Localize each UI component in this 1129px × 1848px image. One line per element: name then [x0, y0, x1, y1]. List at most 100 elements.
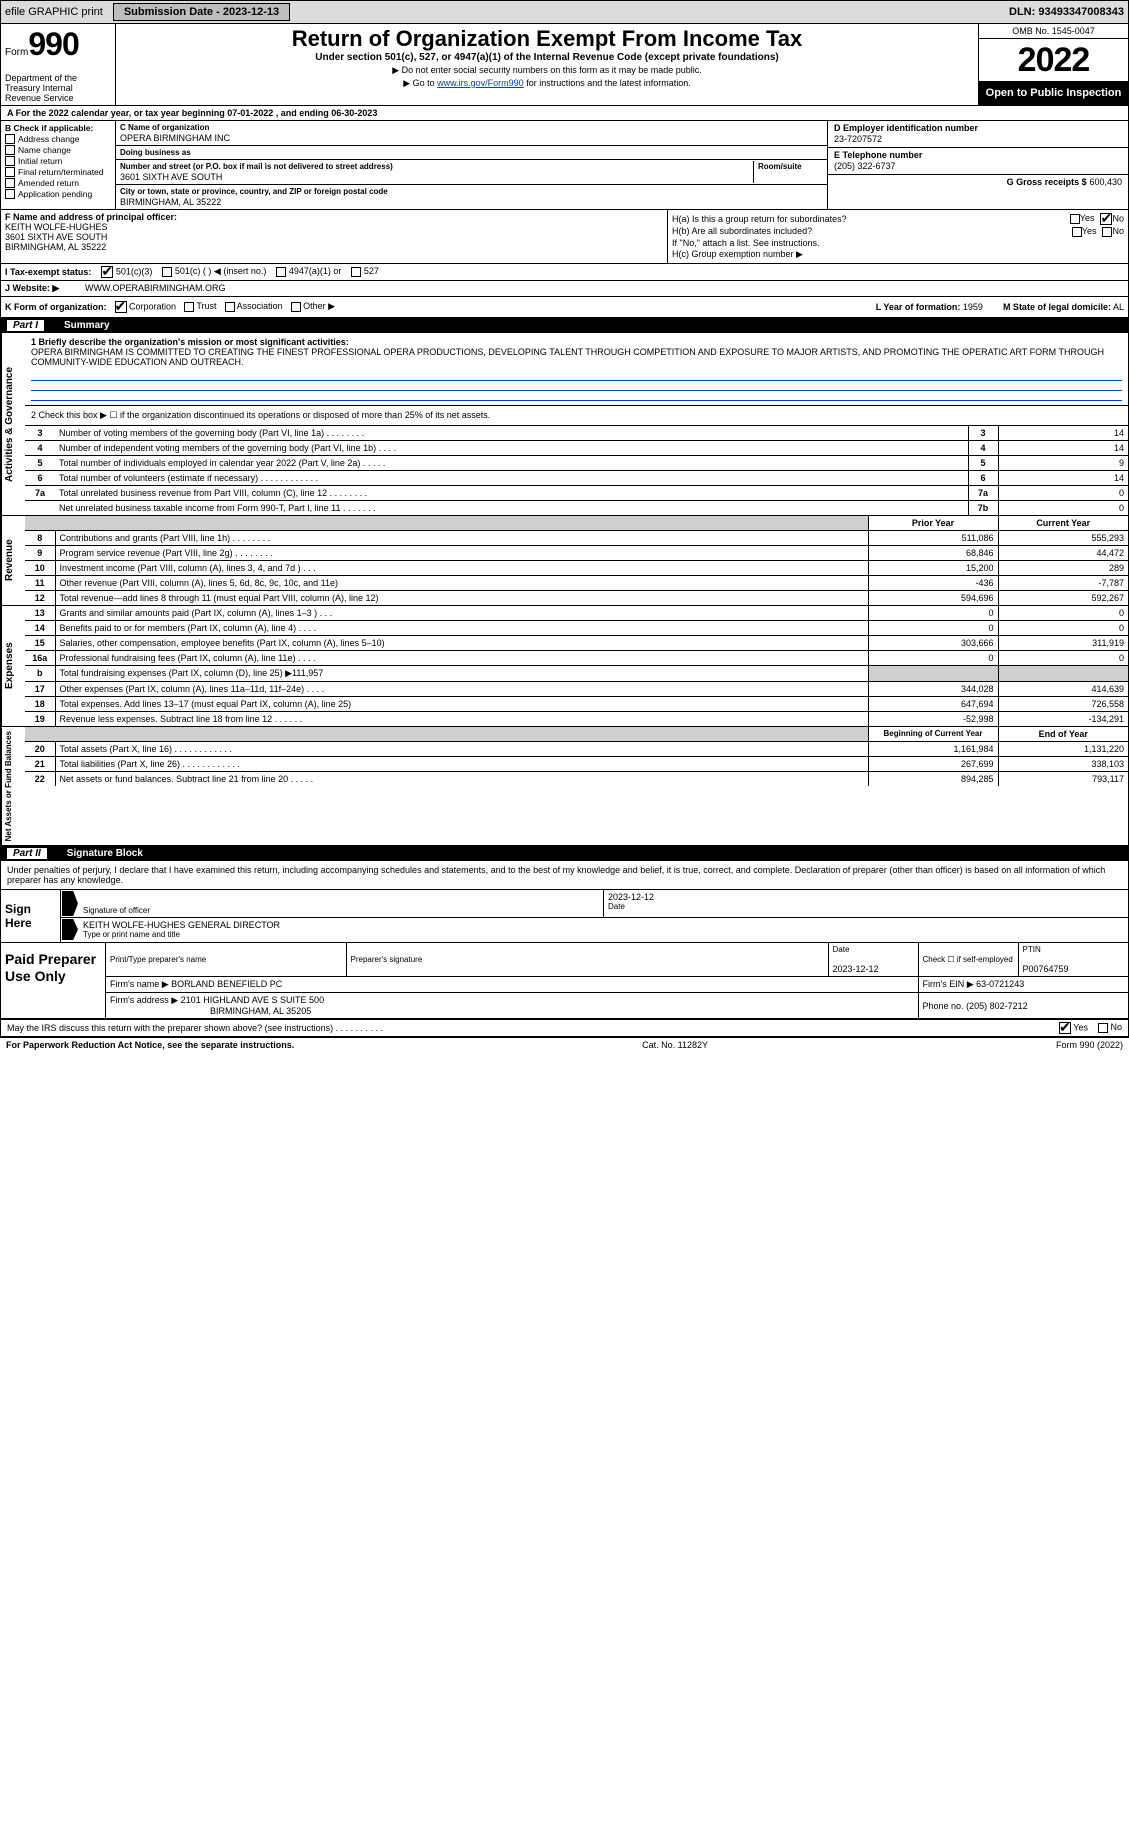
- net-assets-table: Beginning of Current YearEnd of Year 20T…: [25, 727, 1128, 786]
- expenses-table: 13Grants and similar amounts paid (Part …: [25, 606, 1128, 726]
- table-row: 4Number of independent voting members of…: [25, 440, 1128, 455]
- state-domicile: AL: [1113, 302, 1124, 312]
- section-expenses: Expenses 13Grants and similar amounts pa…: [1, 606, 1128, 727]
- table-row: 6Total number of volunteers (estimate if…: [25, 470, 1128, 485]
- chk-address-change[interactable]: Address change: [5, 134, 111, 144]
- ha-yes[interactable]: Yes: [1070, 213, 1095, 225]
- discuss-question: May the IRS discuss this return with the…: [1, 1020, 1128, 1036]
- org-name: OPERA BIRMINGHAM INC: [120, 133, 230, 143]
- table-row: 10Investment income (Part VIII, column (…: [25, 560, 1128, 575]
- chk-corporation[interactable]: Corporation: [115, 301, 177, 313]
- table-row: 11Other revenue (Part VIII, column (A), …: [25, 575, 1128, 590]
- chk-name-change[interactable]: Name change: [5, 145, 111, 155]
- ptin: P00764759: [1023, 964, 1069, 974]
- form-word: Form: [5, 47, 28, 58]
- org-street: 3601 SIXTH AVE SOUTH: [120, 172, 222, 182]
- chk-501c[interactable]: 501(c) ( ) ◀ (insert no.): [162, 266, 266, 277]
- tax-year: 2022: [979, 39, 1128, 81]
- form-header: Form990 Department of the Treasury Inter…: [1, 24, 1128, 106]
- blocks-fh: F Name and address of principal officer:…: [1, 210, 1128, 264]
- chk-501c3[interactable]: 501(c)(3): [101, 266, 152, 278]
- block-h: H(a) Is this a group return for subordin…: [668, 210, 1128, 263]
- gross-receipts: 600,430: [1089, 177, 1122, 187]
- section-net-assets: Net Assets or Fund Balances Beginning of…: [1, 727, 1128, 846]
- table-row: 20Total assets (Part X, line 16) . . . .…: [25, 741, 1128, 756]
- chk-application-pending[interactable]: Application pending: [5, 189, 111, 199]
- form-number: 990: [28, 26, 78, 62]
- table-row: Net unrelated business taxable income fr…: [25, 500, 1128, 515]
- table-row: 7aTotal unrelated business revenue from …: [25, 485, 1128, 500]
- officer-name-title: KEITH WOLFE-HUGHES GENERAL DIRECTOR: [83, 920, 1124, 930]
- dept-label: Department of the Treasury Internal Reve…: [5, 73, 111, 103]
- table-row: 15Salaries, other compensation, employee…: [25, 635, 1128, 650]
- ha-no[interactable]: No: [1100, 213, 1124, 225]
- firm-phone: (205) 802-7212: [966, 1001, 1028, 1011]
- page-footer: For Paperwork Reduction Act Notice, see …: [0, 1037, 1129, 1052]
- blocks-bcdefg: B Check if applicable: Address change Na…: [1, 121, 1128, 210]
- website: WWW.OPERABIRMINGHAM.ORG: [81, 281, 1128, 296]
- block-f: F Name and address of principal officer:…: [1, 210, 668, 263]
- signature-declaration: Under penalties of perjury, I declare th…: [1, 861, 1128, 890]
- officer-name: KEITH WOLFE-HUGHES: [5, 222, 663, 232]
- block-b: B Check if applicable: Address change Na…: [1, 121, 116, 209]
- form-subtitle: Under section 501(c), 527, or 4947(a)(1)…: [122, 52, 972, 63]
- chk-527[interactable]: 527: [351, 266, 379, 277]
- chk-4947[interactable]: 4947(a)(1) or: [276, 266, 341, 277]
- table-row: 3Number of voting members of the governi…: [25, 426, 1128, 441]
- header-center: Return of Organization Exempt From Incom…: [116, 24, 978, 105]
- efile-label: efile GRAPHIC print: [5, 6, 103, 18]
- mission-text: OPERA BIRMINGHAM IS COMMITTED TO CREATIN…: [31, 347, 1122, 367]
- hb-yes[interactable]: Yes: [1072, 226, 1097, 237]
- table-row: 5Total number of individuals employed in…: [25, 455, 1128, 470]
- block-j: J Website: ▶ WWW.OPERABIRMINGHAM.ORG: [1, 281, 1128, 297]
- block-c: C Name of organizationOPERA BIRMINGHAM I…: [116, 121, 828, 209]
- governance-table: 3Number of voting members of the governi…: [25, 426, 1128, 515]
- table-row: 12Total revenue—add lines 8 through 11 (…: [25, 590, 1128, 605]
- revenue-table: Prior YearCurrent Year 8Contributions an…: [25, 516, 1128, 605]
- arrow-icon: [62, 891, 78, 916]
- table-row: 13Grants and similar amounts paid (Part …: [25, 606, 1128, 621]
- firm-ein: 63-0721243: [976, 979, 1024, 989]
- topbar: efile GRAPHIC print Submission Date - 20…: [0, 0, 1129, 24]
- chk-final-return[interactable]: Final return/terminated: [5, 167, 111, 177]
- line-2: 2 Check this box ▶ ☐ if the organization…: [25, 406, 1128, 426]
- section-revenue: Revenue Prior YearCurrent Year 8Contribu…: [1, 516, 1128, 606]
- chk-association[interactable]: Association: [225, 301, 283, 312]
- form-title: Return of Organization Exempt From Incom…: [122, 26, 972, 52]
- header-left: Form990 Department of the Treasury Inter…: [1, 24, 116, 105]
- open-inspection-badge: Open to Public Inspection: [979, 81, 1128, 105]
- irs-link[interactable]: www.irs.gov/Form990: [437, 78, 524, 88]
- table-row: 9Program service revenue (Part VIII, lin…: [25, 545, 1128, 560]
- discuss-yes[interactable]: Yes: [1059, 1022, 1088, 1034]
- ein: 23-7207572: [834, 134, 882, 144]
- header-right: OMB No. 1545-0047 2022 Open to Public In…: [978, 24, 1128, 105]
- block-klm: K Form of organization: Corporation Trus…: [1, 297, 1128, 318]
- hb-no[interactable]: No: [1102, 226, 1124, 237]
- table-row: 19Revenue less expenses. Subtract line 1…: [25, 711, 1128, 726]
- part2-header: Part II Signature Block: [1, 846, 1128, 861]
- firm-address: 2101 HIGHLAND AVE S SUITE 500: [181, 995, 324, 1005]
- block-i: I Tax-exempt status: 501(c)(3) 501(c) ( …: [1, 264, 1128, 281]
- firm-name: BORLAND BENEFIELD PC: [171, 979, 282, 989]
- telephone: (205) 322-6737: [834, 161, 896, 171]
- chk-other[interactable]: Other ▶: [291, 301, 335, 312]
- table-row: 22Net assets or fund balances. Subtract …: [25, 771, 1128, 786]
- section-governance: Activities & Governance 1 Briefly descri…: [1, 333, 1128, 516]
- omb-number: OMB No. 1545-0047: [979, 24, 1128, 39]
- form-990: Form990 Department of the Treasury Inter…: [0, 24, 1129, 1037]
- table-row: 16aProfessional fundraising fees (Part I…: [25, 650, 1128, 665]
- form-note-ssn: ▶ Do not enter social security numbers o…: [122, 65, 972, 76]
- table-row: 18Total expenses. Add lines 13–17 (must …: [25, 696, 1128, 711]
- table-row: 14Benefits paid to or for members (Part …: [25, 620, 1128, 635]
- discuss-no[interactable]: No: [1098, 1022, 1122, 1034]
- chk-trust[interactable]: Trust: [184, 301, 217, 312]
- table-row: 17Other expenses (Part IX, column (A), l…: [25, 681, 1128, 696]
- submission-date-btn[interactable]: Submission Date - 2023-12-13: [113, 3, 290, 21]
- chk-initial-return[interactable]: Initial return: [5, 156, 111, 166]
- chk-amended-return[interactable]: Amended return: [5, 178, 111, 188]
- mission-block: 1 Briefly describe the organization's mi…: [25, 333, 1128, 406]
- arrow-icon: [62, 919, 78, 940]
- part1-header: Part I Summary: [1, 318, 1128, 333]
- prep-date: 2023-12-12: [833, 964, 879, 974]
- table-row: bTotal fundraising expenses (Part IX, co…: [25, 665, 1128, 681]
